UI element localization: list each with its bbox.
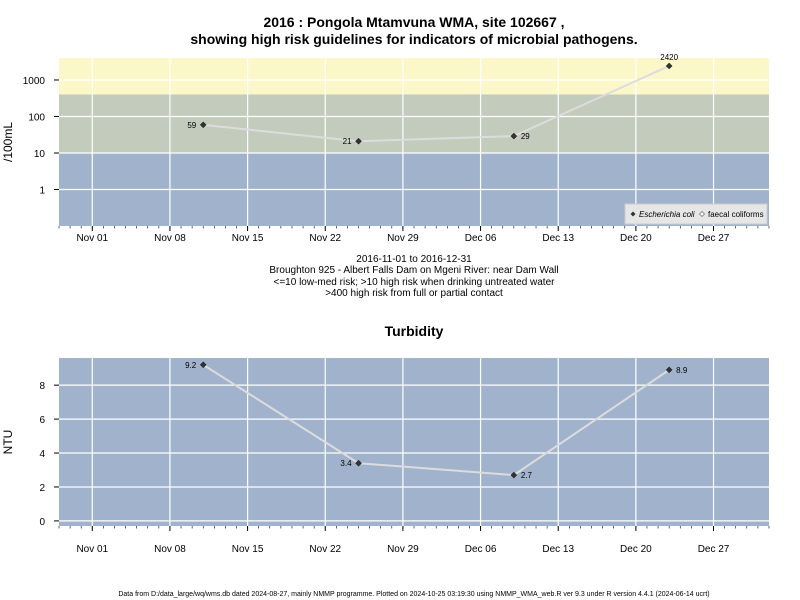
caption-guideline-drinking: <=10 low-med risk; >10 high risk when dr… bbox=[274, 277, 556, 288]
x-tick-label: Dec 20 bbox=[620, 544, 652, 555]
data-label: 9.2 bbox=[185, 361, 197, 370]
x-tick-label: Nov 22 bbox=[309, 233, 341, 244]
data-point bbox=[355, 137, 362, 145]
series-line bbox=[202, 363, 670, 477]
data-label: 59 bbox=[187, 121, 196, 130]
data-label: 21 bbox=[343, 137, 352, 146]
y-tick-label: 100 bbox=[28, 112, 45, 123]
data-point bbox=[665, 366, 673, 374]
x-tick-label: Nov 01 bbox=[76, 233, 108, 244]
data-point bbox=[199, 121, 207, 129]
x-tick-label: Nov 22 bbox=[309, 544, 341, 555]
x-tick-label: Nov 01 bbox=[76, 544, 108, 555]
caption-date-range: 2016-11-01 to 2016-12-31 bbox=[356, 254, 472, 265]
plot-background bbox=[59, 358, 769, 526]
data-label: 3.4 bbox=[340, 459, 352, 468]
y-tick-label: 1 bbox=[39, 185, 45, 196]
chart-title-line-2: showing high risk guidelines for indicat… bbox=[190, 31, 637, 47]
legend-box bbox=[624, 203, 768, 225]
x-tick-label: Nov 08 bbox=[154, 544, 186, 555]
data-label: 8.9 bbox=[676, 366, 688, 375]
x-tick-label: Dec 06 bbox=[465, 233, 497, 244]
caption-guideline-contact: >400 high risk from full or partial cont… bbox=[325, 288, 503, 299]
risk-band-2 bbox=[59, 94, 769, 153]
data-point bbox=[510, 471, 518, 479]
footer-note: Data from D:/data_large/wq/wms.db dated … bbox=[118, 591, 709, 598]
x-tick-label: Nov 15 bbox=[232, 233, 264, 244]
y-tick-label: 0 bbox=[39, 517, 45, 528]
x-tick-label: Nov 29 bbox=[387, 233, 419, 244]
x-tick-label: Nov 15 bbox=[232, 544, 264, 555]
x-tick-label: Dec 27 bbox=[698, 233, 730, 244]
legend-marker-faecal bbox=[699, 211, 705, 217]
data-point bbox=[665, 62, 673, 70]
data-point bbox=[199, 361, 207, 369]
x-tick-label: Dec 27 bbox=[698, 544, 730, 555]
x-tick-label: Dec 06 bbox=[465, 544, 497, 555]
series-line bbox=[203, 65, 670, 143]
y-tick-label: 2 bbox=[39, 483, 45, 494]
caption-site: Broughton 925 - Albert Falls Dam on Mgen… bbox=[269, 265, 558, 276]
chart-title-line-1: 2016 : Pongola Mtamvuna WMA, site 102667… bbox=[263, 14, 564, 30]
data-label: 2420 bbox=[660, 53, 678, 62]
turbidity-panel: Nov 01 Nov 08 Nov 15 Nov 22 Nov 29 Dec 06 Dec … bbox=[1, 358, 770, 555]
y-axis-label: NTU bbox=[1, 430, 15, 455]
y-tick-label: 10 bbox=[34, 149, 46, 160]
microbial-panel: Nov 01 Nov 08 Nov 15 Nov 22 Nov 29 Dec 06 Dec … bbox=[1, 53, 770, 244]
x-tick-label: Dec 13 bbox=[542, 544, 574, 555]
legend-marker-ecoli bbox=[630, 211, 636, 217]
y-tick-label: 6 bbox=[39, 415, 45, 426]
x-tick-label: Dec 20 bbox=[620, 233, 652, 244]
y-axis-label: /100mL bbox=[1, 122, 15, 162]
legend-label-faecal: faecal coliforms bbox=[708, 210, 764, 219]
y-tick-label: 8 bbox=[39, 381, 45, 392]
data-point bbox=[510, 132, 518, 140]
y-tick-label: 1000 bbox=[23, 76, 46, 87]
x-tick-label: Nov 29 bbox=[387, 544, 419, 555]
legend-label-ecoli: Escherichia coli bbox=[639, 210, 695, 219]
data-label: 2.7 bbox=[521, 471, 533, 480]
y-tick-label: 4 bbox=[39, 449, 45, 460]
turbidity-title: Turbidity bbox=[385, 323, 444, 339]
x-tick-label: Nov 08 bbox=[154, 233, 186, 244]
x-tick-label: Dec 13 bbox=[542, 233, 574, 244]
risk-band-3 bbox=[59, 58, 769, 95]
data-point bbox=[355, 459, 362, 467]
data-label: 29 bbox=[521, 132, 530, 141]
